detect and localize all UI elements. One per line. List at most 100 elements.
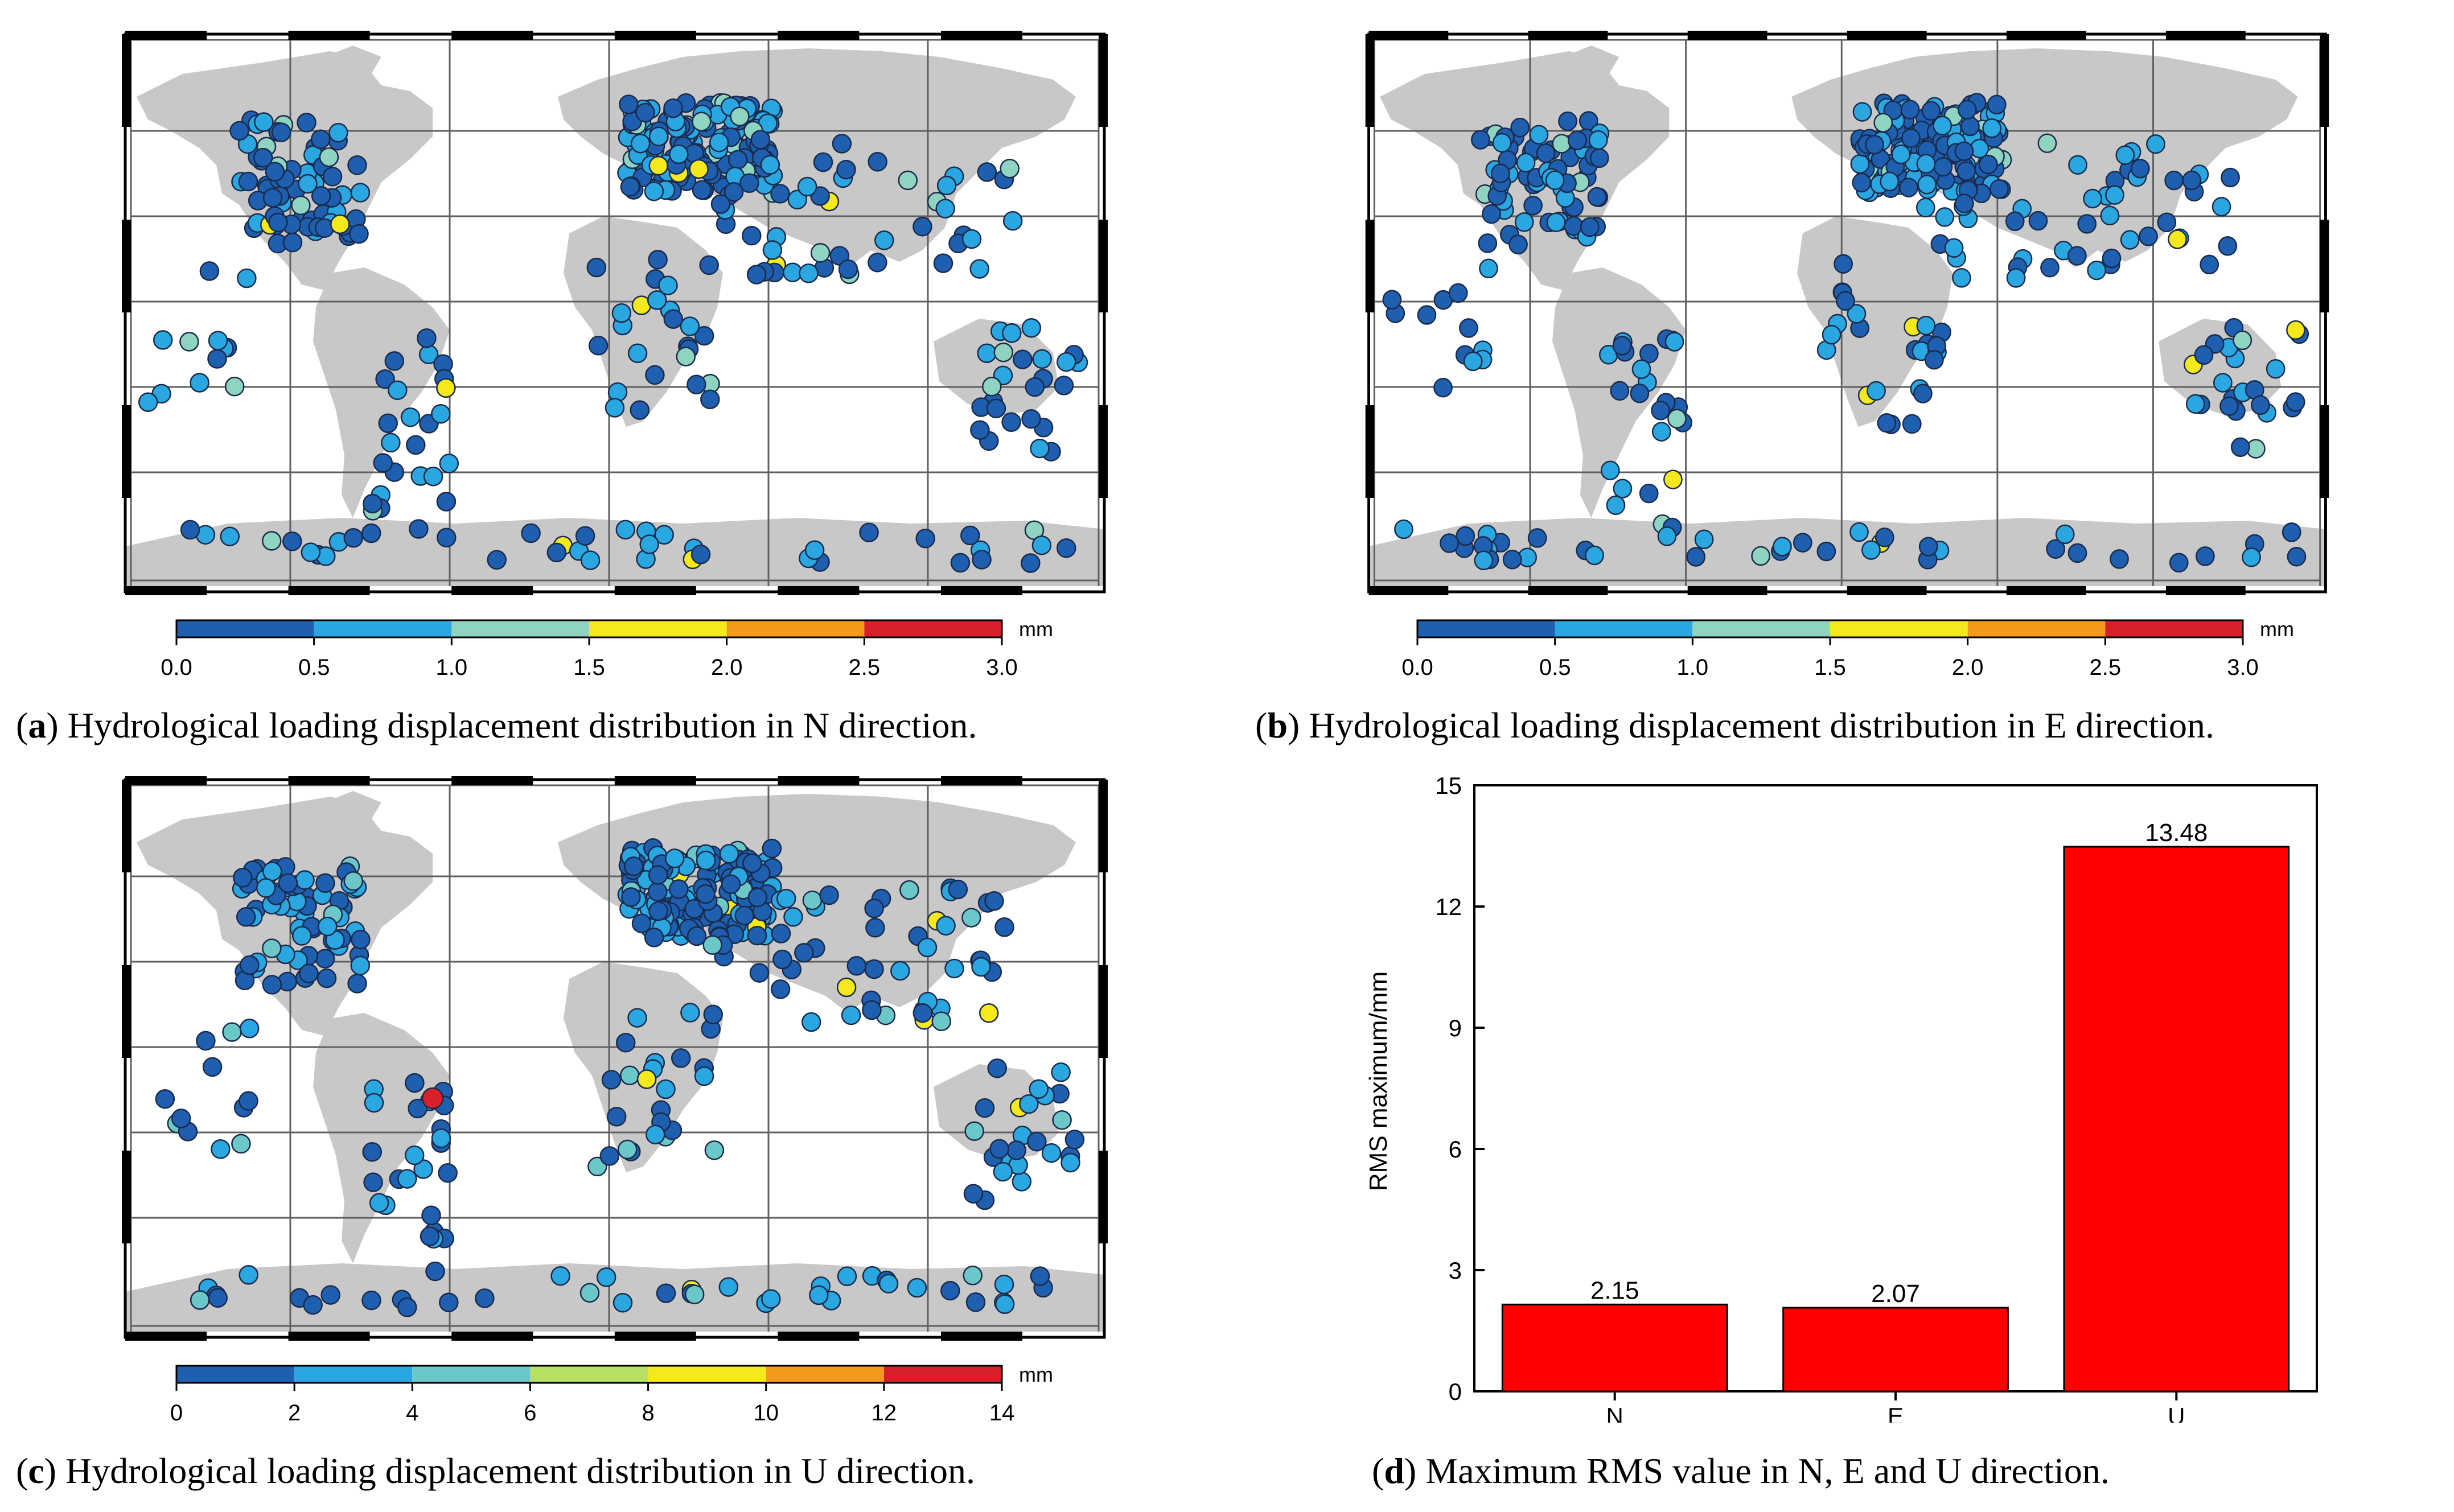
- station-marker: [1456, 526, 1475, 546]
- station-marker: [719, 844, 739, 864]
- colorbar-tick-label: 10: [753, 1400, 779, 1426]
- station-marker: [1027, 1131, 1047, 1152]
- station-marker: [1474, 550, 1494, 571]
- station-marker: [1751, 546, 1770, 566]
- station-marker: [2100, 205, 2120, 226]
- station-marker: [343, 871, 364, 891]
- land-greenland: [1541, 46, 1619, 97]
- station-marker: [262, 975, 282, 995]
- station-marker: [772, 949, 792, 970]
- frame-block: [941, 1332, 1022, 1341]
- station-marker: [794, 943, 814, 963]
- station-marker: [724, 182, 744, 202]
- bar-data-label: 13.48: [2145, 819, 2208, 847]
- station-marker: [1585, 545, 1604, 566]
- station-marker: [694, 326, 714, 346]
- colorbar-segment: [766, 1366, 884, 1383]
- station-marker: [1982, 118, 2002, 138]
- station-marker: [669, 879, 689, 899]
- station-marker: [1667, 409, 1687, 429]
- station-marker: [704, 1140, 725, 1160]
- station-marker: [1918, 537, 1938, 557]
- station-marker: [208, 331, 228, 351]
- frame-block: [2320, 220, 2329, 312]
- station-marker: [222, 1022, 242, 1042]
- station-marker: [2115, 145, 2135, 165]
- station-marker: [1019, 1094, 1039, 1114]
- station-marker: [832, 134, 852, 154]
- colorbar-tick-label: 0.5: [298, 655, 330, 680]
- station-marker: [229, 121, 249, 141]
- station-marker: [138, 392, 158, 412]
- station-marker: [439, 454, 459, 473]
- station-marker-max: [421, 1087, 444, 1110]
- station-marker: [864, 898, 884, 918]
- station-marker: [261, 531, 282, 551]
- station-marker: [878, 1274, 899, 1293]
- station-marker: [611, 303, 632, 323]
- station-marker: [1957, 100, 1977, 120]
- station-marker: [439, 1292, 459, 1312]
- frame-block: [125, 586, 207, 595]
- x-tick-label: N: [1606, 1403, 1623, 1423]
- station-marker: [2287, 546, 2307, 567]
- station-marker: [965, 1292, 986, 1312]
- station-marker: [1510, 117, 1530, 138]
- station-marker: [699, 255, 719, 275]
- station-marker: [972, 550, 992, 570]
- frame-block: [122, 1151, 131, 1243]
- station-marker: [1032, 349, 1052, 369]
- station-marker: [648, 126, 669, 147]
- station-marker: [2251, 395, 2270, 415]
- station-marker: [971, 957, 991, 977]
- station-marker: [1021, 409, 1041, 429]
- panel-a: [114, 23, 1116, 603]
- station-marker: [676, 347, 696, 366]
- station-marker: [347, 155, 367, 175]
- station-marker: [864, 959, 884, 979]
- colorbar-segment: [864, 620, 1002, 637]
- station-marker: [636, 1069, 657, 1089]
- frame-block: [125, 31, 207, 40]
- station-marker: [1021, 318, 1042, 338]
- frame-block: [122, 780, 131, 872]
- station-marker: [2102, 248, 2122, 269]
- station-marker: [253, 147, 273, 168]
- station-marker: [2194, 345, 2214, 365]
- station-marker: [1664, 332, 1684, 352]
- frame-block: [778, 776, 860, 785]
- station-marker: [254, 112, 274, 132]
- station-marker: [2218, 236, 2238, 256]
- frame-block: [451, 1332, 533, 1341]
- station-marker: [409, 519, 429, 539]
- frame-block: [941, 776, 1022, 785]
- station-marker: [406, 435, 426, 455]
- station-marker: [963, 1266, 983, 1286]
- station-marker: [1849, 522, 1869, 542]
- frame-block: [1099, 405, 1108, 498]
- station-marker: [1954, 193, 1974, 213]
- station-marker: [1960, 116, 1980, 137]
- station-marker: [575, 526, 595, 546]
- station-marker: [787, 189, 808, 210]
- station-marker: [746, 265, 767, 285]
- station-marker: [1610, 381, 1630, 401]
- station-marker: [436, 378, 456, 398]
- frame-block: [2006, 31, 2086, 40]
- station-marker: [1850, 154, 1870, 174]
- station-marker: [303, 1295, 323, 1315]
- station-marker: [1852, 102, 1872, 122]
- station-marker: [436, 492, 457, 512]
- station-marker: [265, 162, 285, 182]
- station-marker: [2221, 167, 2240, 188]
- station-marker: [1639, 343, 1659, 364]
- colorbar-segment: [314, 620, 452, 637]
- station-marker: [982, 377, 1002, 397]
- station-marker: [627, 343, 648, 364]
- station-marker: [1448, 283, 1468, 303]
- station-marker: [413, 1159, 433, 1179]
- colorbar-tick-label: 0.5: [1539, 655, 1571, 680]
- station-marker: [1694, 529, 1714, 550]
- station-marker: [846, 956, 867, 976]
- land-samerica: [313, 267, 450, 518]
